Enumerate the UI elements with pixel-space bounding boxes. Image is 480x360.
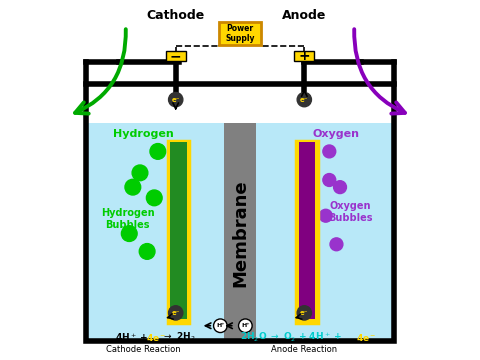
Circle shape bbox=[319, 209, 332, 222]
Text: Membrane: Membrane bbox=[231, 180, 249, 287]
Text: H⁺: H⁺ bbox=[216, 323, 225, 328]
Text: e⁻: e⁻ bbox=[171, 96, 180, 103]
Text: Oxygen: Oxygen bbox=[313, 129, 360, 139]
Text: −: − bbox=[170, 49, 181, 63]
Text: Hydrogen: Hydrogen bbox=[113, 129, 174, 139]
Circle shape bbox=[297, 93, 312, 107]
Text: Cathode Reaction: Cathode Reaction bbox=[106, 345, 181, 354]
Text: 4e$^-$: 4e$^-$ bbox=[356, 332, 376, 343]
Text: 2H$_2$O $\rightarrow$ O$_2$ + 4H$^+$ +: 2H$_2$O $\rightarrow$ O$_2$ + 4H$^+$ + bbox=[240, 330, 344, 344]
Circle shape bbox=[323, 145, 336, 158]
Text: Anode Reaction: Anode Reaction bbox=[271, 345, 337, 354]
Text: Hydrogen
Bubbles: Hydrogen Bubbles bbox=[101, 208, 154, 230]
Circle shape bbox=[168, 93, 183, 107]
Text: $\rightarrow$ 2H$_2$: $\rightarrow$ 2H$_2$ bbox=[158, 331, 195, 343]
FancyBboxPatch shape bbox=[166, 51, 186, 62]
Circle shape bbox=[146, 190, 162, 206]
Text: H⁺: H⁺ bbox=[241, 323, 250, 328]
FancyBboxPatch shape bbox=[168, 141, 189, 323]
FancyBboxPatch shape bbox=[218, 22, 262, 45]
FancyArrowPatch shape bbox=[75, 29, 126, 114]
Circle shape bbox=[125, 179, 141, 195]
Text: e⁻: e⁻ bbox=[300, 96, 309, 103]
Text: Cathode: Cathode bbox=[146, 9, 205, 22]
Text: 4e$^-$: 4e$^-$ bbox=[146, 332, 167, 343]
Circle shape bbox=[323, 174, 336, 186]
Circle shape bbox=[150, 144, 166, 159]
FancyBboxPatch shape bbox=[294, 51, 314, 62]
Circle shape bbox=[330, 238, 343, 251]
Text: e⁻: e⁻ bbox=[300, 310, 309, 316]
Circle shape bbox=[168, 306, 183, 320]
FancyBboxPatch shape bbox=[170, 143, 187, 319]
FancyBboxPatch shape bbox=[297, 141, 318, 323]
Text: Oxygen
Bubbles: Oxygen Bubbles bbox=[328, 201, 373, 223]
Circle shape bbox=[297, 306, 312, 320]
Text: 4H$^+$ +: 4H$^+$ + bbox=[115, 331, 149, 343]
FancyBboxPatch shape bbox=[299, 143, 315, 319]
Text: +: + bbox=[299, 49, 310, 63]
Circle shape bbox=[139, 244, 155, 259]
Circle shape bbox=[214, 319, 227, 333]
Circle shape bbox=[121, 226, 137, 242]
Circle shape bbox=[334, 181, 347, 194]
Circle shape bbox=[132, 165, 148, 181]
Text: e⁻: e⁻ bbox=[171, 310, 180, 316]
FancyBboxPatch shape bbox=[224, 123, 256, 340]
Circle shape bbox=[239, 319, 252, 333]
FancyArrowPatch shape bbox=[354, 29, 405, 114]
FancyBboxPatch shape bbox=[87, 123, 393, 340]
Text: Power
Supply: Power Supply bbox=[225, 24, 255, 43]
Text: Anode: Anode bbox=[282, 9, 326, 22]
